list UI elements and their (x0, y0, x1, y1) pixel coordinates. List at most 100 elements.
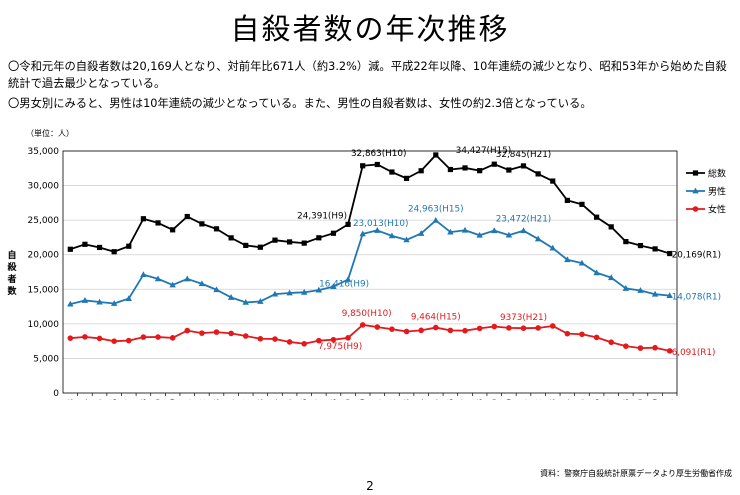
x-tick-label: H19 (490, 399, 500, 400)
data-point (272, 237, 278, 243)
data-point (637, 345, 644, 351)
x-tick-label: H17 (461, 399, 471, 400)
data-point (316, 235, 322, 241)
data-label: 6,091(R1) (672, 348, 716, 358)
data-point (271, 290, 279, 297)
data-point (520, 227, 527, 234)
x-tick-label: H4 (271, 399, 281, 400)
data-point (111, 338, 117, 344)
x-tick-label: H28 (622, 399, 632, 400)
x-tick-label: H15 (432, 399, 442, 400)
data-label: 16,416(H9) (319, 279, 369, 289)
data-point (692, 206, 699, 212)
x-tick-label: S61 (183, 399, 193, 400)
data-label: 14,078(R1) (672, 293, 721, 303)
data-point (169, 335, 176, 341)
data-point (359, 322, 366, 328)
y-tick-label: 0 (53, 389, 59, 399)
data-point (652, 344, 658, 351)
x-tick-label: S62 (198, 399, 208, 400)
data-label: 24,963(H15) (408, 204, 463, 214)
page-title: 自殺者数の年次推移 (230, 12, 510, 46)
data-point (155, 220, 161, 226)
data-label: 23,472(H21) (496, 215, 551, 225)
x-tick-label: H12 (388, 399, 398, 400)
x-tick-label: H20 (505, 399, 515, 400)
data-point (623, 343, 629, 349)
data-point (257, 244, 263, 250)
x-tick-label: H25 (578, 399, 588, 400)
data-point (257, 335, 264, 342)
data-point (579, 331, 585, 338)
x-tick-label: S58 (139, 399, 149, 400)
data-label: 20,169(R1) (672, 251, 721, 261)
x-tick-label: S54 (81, 399, 91, 400)
x-tick-label: H21 (520, 399, 530, 400)
data-point (608, 224, 614, 230)
data-point (126, 243, 132, 249)
data-point (505, 231, 513, 238)
summary-bullet-1: 〇令和元年の自殺者数は20,169人となり、対前年比671人（約3.2%）減。平… (8, 60, 727, 90)
suicide-trend-chart: （単位：人） 0 5,000 10,000 15,000 20,000 25,000 30,0… (6, 128, 726, 400)
data-point (564, 330, 571, 337)
y-tick-label: 15,000 (28, 285, 60, 295)
data-point (476, 231, 483, 238)
data-point (593, 334, 600, 341)
x-tick-label: H8 (329, 399, 339, 400)
data-point (374, 227, 381, 233)
data-point (608, 274, 615, 281)
x-tick-label: H5 (286, 399, 296, 400)
x-tick-label: S59 (154, 399, 164, 400)
data-label: 9,850(H10) (342, 309, 392, 319)
data-point (374, 324, 381, 330)
y-axis-title-char: 者 (6, 273, 16, 285)
x-tick-label: H2 (242, 399, 252, 400)
data-point (666, 348, 673, 354)
x-tick-label: H18 (476, 399, 486, 400)
page-number: 2 (366, 479, 374, 493)
data-point (96, 298, 103, 305)
y-tick-label: 5,000 (33, 354, 59, 364)
data-point (125, 295, 132, 301)
data-point (184, 213, 190, 220)
x-tick-label: H3 (256, 399, 266, 400)
data-point (534, 235, 542, 242)
data-label: 23,013(H10) (353, 219, 408, 229)
y-axis-title-char: 数 (7, 285, 17, 297)
data-point (520, 325, 527, 331)
data-label: 34,427(H15) (456, 146, 511, 156)
data-point (330, 336, 337, 343)
data-point (389, 169, 395, 175)
legend-label: 男性 (708, 186, 726, 198)
x-tick-label: S63 (213, 399, 223, 400)
data-point (535, 325, 541, 331)
data-point (286, 339, 293, 345)
data-point (140, 216, 147, 222)
data-point (447, 327, 454, 334)
data-point (432, 216, 439, 223)
data-point (155, 334, 161, 340)
data-point (491, 227, 498, 234)
summary-bullet-2: 〇男女別にみると、男性は10年連続の減少となっている。また、男性の自殺者数は、女… (8, 97, 592, 110)
y-tick-label: 20,000 (28, 251, 60, 261)
legend-label: 総数 (708, 168, 726, 180)
data-point (651, 290, 659, 297)
x-tick-label: H16 (446, 399, 456, 400)
data-point (506, 325, 512, 331)
data-point (564, 197, 570, 203)
data-point (506, 167, 512, 173)
x-tick-label: H13 (403, 399, 413, 400)
data-point (593, 214, 600, 220)
data-point (417, 230, 425, 236)
data-point (345, 221, 351, 227)
data-point (622, 285, 630, 291)
data-point (316, 337, 322, 344)
data-point (432, 324, 439, 331)
data-point (111, 249, 117, 255)
data-point (403, 328, 410, 335)
data-point (315, 286, 323, 293)
x-tick-label: S57 (125, 399, 135, 400)
data-point (692, 170, 699, 176)
y-axis-title-char: 殺 (6, 261, 17, 273)
data-point (154, 275, 162, 282)
